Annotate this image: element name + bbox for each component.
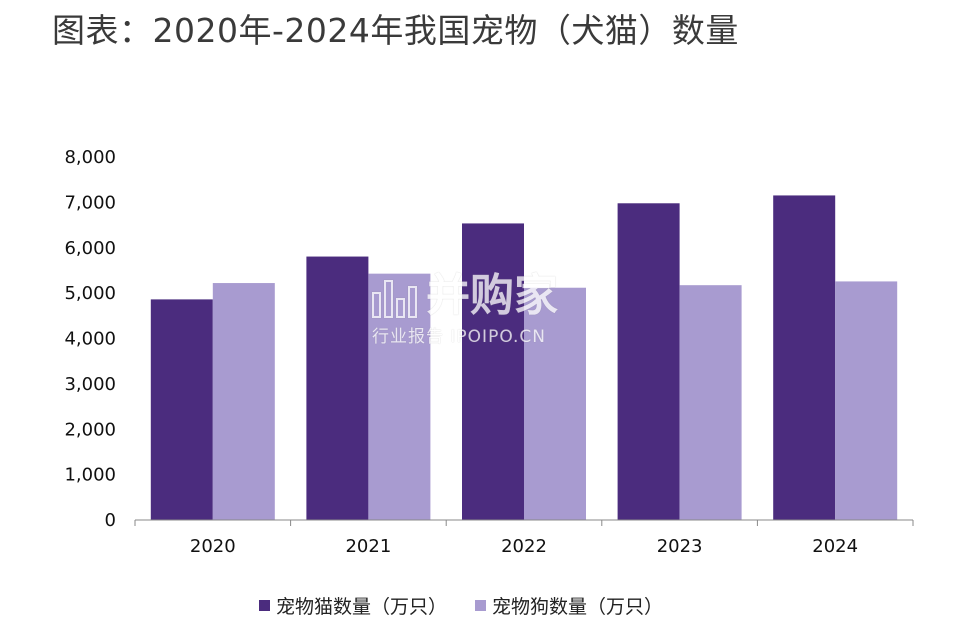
y-tick-label: 7,000 <box>64 192 116 213</box>
x-tick-label: 2024 <box>812 536 858 557</box>
y-tick-label: 6,000 <box>64 238 116 259</box>
legend-label-cats: 宠物猫数量（万只） <box>276 596 448 618</box>
bar-dogs <box>368 273 431 520</box>
y-tick-label: 5,000 <box>64 283 116 304</box>
bar-dogs <box>835 281 898 520</box>
bar-cats <box>150 299 213 520</box>
bar-cats <box>773 195 836 521</box>
bar-cats <box>617 203 680 520</box>
x-tick-label: 2021 <box>345 536 391 557</box>
x-tick-label: 2020 <box>190 536 236 557</box>
legend-label-dogs: 宠物狗数量（万只） <box>492 596 664 618</box>
x-tick-label: 2023 <box>657 536 703 557</box>
bar-dogs <box>524 287 586 520</box>
bar-cats <box>306 256 369 520</box>
bar-dogs <box>679 285 742 520</box>
y-tick-label: 4,000 <box>64 329 116 350</box>
legend-swatch-dogs <box>475 600 487 611</box>
chart-legend: 宠物猫数量（万只） 宠物狗数量（万只） <box>259 592 691 619</box>
x-tick-label: 2022 <box>501 536 547 557</box>
legend-item-dogs: 宠物狗数量（万只） <box>475 592 663 619</box>
y-tick-label: 8,000 <box>64 147 116 168</box>
bar-dogs <box>212 283 275 520</box>
y-tick-label: 1,000 <box>64 465 116 486</box>
y-tick-label: 2,000 <box>64 419 116 440</box>
legend-swatch-cats <box>259 600 270 611</box>
bar-cats <box>462 223 524 520</box>
y-tick-label: 3,000 <box>64 374 116 395</box>
legend-item-cats: 宠物猫数量（万只） <box>259 592 447 619</box>
chart-title: 图表：2020年-2024年我国宠物（犬猫）数量 <box>52 11 739 50</box>
y-tick-label: 0 <box>105 510 116 531</box>
